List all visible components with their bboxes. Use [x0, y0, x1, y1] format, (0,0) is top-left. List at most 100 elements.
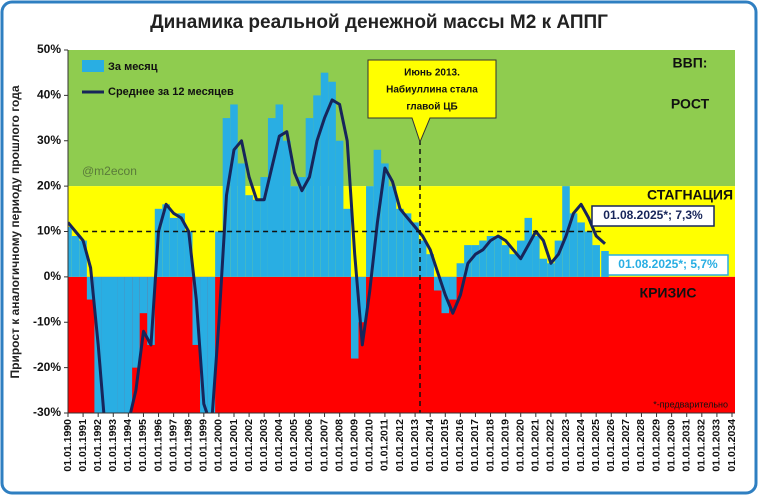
value-label: 01.08.2025*; 5,7%	[618, 257, 718, 271]
x-tick-label: 01.01.2016	[454, 419, 466, 472]
bar	[479, 240, 487, 277]
x-tick-label: 01.01.2000	[213, 419, 225, 472]
bar	[358, 276, 367, 323]
bar	[215, 231, 223, 277]
x-tick-label: 01.01.1995	[137, 419, 149, 472]
legend-label: За месяц	[108, 61, 158, 73]
bar	[343, 208, 351, 277]
callout-box	[607, 254, 729, 276]
bar	[494, 236, 502, 277]
x-tick-label: 01.01.2023	[560, 419, 572, 472]
bar	[184, 231, 193, 277]
bar	[237, 163, 246, 277]
x-tick-label: 01.01.2015	[439, 419, 451, 472]
y-tick-label: -20%	[33, 360, 61, 374]
y-tick-label: 10%	[37, 224, 61, 238]
bar	[366, 186, 374, 277]
bar	[449, 276, 457, 300]
y-axis-title: Прирост к аналогичному периоду прошлого …	[8, 85, 22, 378]
x-tick-label: 01.01.1991	[77, 419, 89, 472]
x-tick-label: 01.01.2034	[726, 419, 738, 472]
x-tick-label: 01.01.2007	[318, 419, 330, 472]
zone-label: ВВП:	[673, 55, 708, 71]
bar	[117, 276, 125, 413]
x-tick-label: 01.01.2027	[620, 419, 632, 472]
x-tick-label: 01.01.1998	[183, 419, 195, 472]
footnote: *-предварительно	[653, 399, 728, 409]
bar	[335, 140, 344, 277]
x-tick-label: 01.01.2022	[545, 419, 557, 472]
x-tick-label: 01.01.2032	[696, 419, 708, 472]
zone	[68, 276, 735, 413]
annotation-text: Набиуллина стала	[386, 84, 478, 96]
x-tick-label: 01.01.2031	[681, 419, 693, 472]
legend-swatch	[82, 60, 104, 72]
bar	[547, 263, 555, 277]
bar	[86, 276, 95, 300]
x-tick-label: 01.01.2029	[650, 419, 662, 472]
bar	[267, 118, 276, 277]
bar	[509, 254, 517, 277]
bar	[275, 104, 284, 277]
y-tick-label: 50%	[37, 42, 61, 56]
bar	[411, 222, 419, 277]
watermark: @m2econ	[82, 164, 137, 178]
y-tick-label: 30%	[37, 133, 61, 147]
x-tick-label: 01.01.1992	[92, 419, 104, 472]
bar	[328, 81, 336, 277]
x-tick-label: 01.01.2006	[303, 419, 315, 472]
bar	[207, 276, 216, 413]
bar	[283, 140, 291, 277]
bar	[124, 276, 133, 413]
x-tick-label: 01.01.2028	[635, 419, 647, 472]
y-tick-label: -30%	[33, 405, 61, 419]
line	[68, 98, 606, 413]
bar	[162, 204, 170, 277]
chart-title: Динамика реальной денежной массы М2 к АП…	[150, 12, 608, 33]
x-tick-label: 01.01.2018	[484, 419, 496, 472]
bar	[320, 72, 329, 277]
legend-label: Среднее за 12 месяцев	[108, 86, 234, 98]
x-tick-label: 01.01.2010	[364, 419, 376, 472]
x-tick-label: 01.01.2033	[711, 419, 723, 472]
bar	[396, 208, 404, 277]
bar	[486, 236, 495, 277]
bar	[403, 213, 412, 277]
x-tick-label: 01.01.2012	[394, 419, 406, 472]
x-tick-label: 01.01.2001	[228, 419, 240, 472]
x-tick-label: 01.01.1996	[152, 419, 164, 472]
x-tick-label: 01.01.2025	[590, 419, 602, 472]
bar	[456, 263, 465, 277]
x-tick-label: 01.01.1994	[122, 419, 134, 472]
x-tick-label: 01.01.2005	[288, 419, 300, 472]
x-tick-label: 01.01.2021	[530, 419, 542, 472]
y-tick-label: 0%	[44, 269, 62, 283]
bar	[260, 177, 268, 277]
x-tick-label: 01.01.1997	[167, 419, 179, 472]
plot	[68, 72, 609, 413]
bar	[433, 276, 442, 291]
x-tick-label: 01.01.2008	[333, 419, 345, 472]
annotation-text: главой ЦБ	[406, 102, 457, 113]
value-label: 01.08.2025*; 7,3%	[603, 208, 703, 222]
zone-label: РОСТ	[671, 96, 710, 112]
x-tick-label: 01.01.2002	[243, 419, 255, 472]
x-tick-label: 01.01.1993	[107, 419, 119, 472]
x-tick-label: 01.01.2004	[273, 419, 285, 472]
bar	[601, 251, 609, 277]
bar	[200, 276, 208, 413]
x-tick-label: 01.01.2013	[409, 419, 421, 472]
bar	[539, 258, 548, 277]
bar	[177, 213, 185, 277]
x-tick-label: 01.01.2017	[469, 419, 481, 472]
x-tick-label: 01.01.1990	[62, 419, 74, 472]
bar	[554, 240, 563, 277]
bar	[584, 231, 593, 277]
bar	[298, 177, 306, 277]
x-tick-label: 01.01.2020	[515, 419, 527, 472]
bar	[305, 118, 314, 277]
bar	[418, 240, 427, 277]
bar	[471, 245, 480, 277]
